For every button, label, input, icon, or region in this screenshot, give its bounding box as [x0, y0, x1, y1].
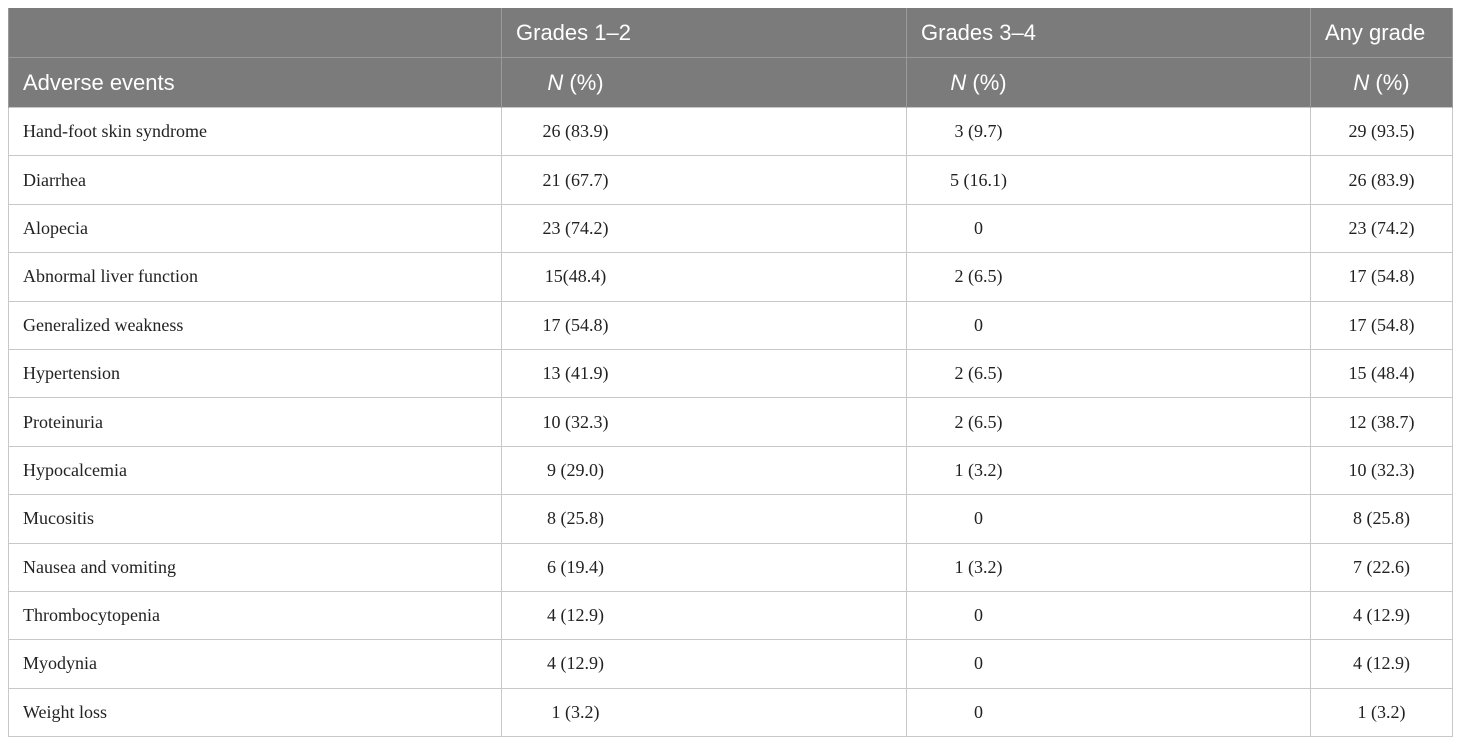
- table-header: Grades 1–2 Grades 3–4 Any grade Adverse …: [8, 8, 1453, 108]
- table-cell: 17 (54.8): [501, 300, 907, 350]
- unit-symbol: N: [950, 69, 967, 95]
- row-label: Hypertension: [8, 348, 502, 399]
- table-cell: 13 (41.9): [501, 348, 907, 399]
- table-cell: 6 (19.4): [501, 542, 907, 592]
- row-label: Proteinuria: [8, 397, 502, 447]
- row-label: Weight loss: [8, 687, 502, 738]
- header-row: Grades 1–2 Grades 3–4 Any grade: [8, 8, 1453, 58]
- table-cell: 29 (93.5): [1310, 106, 1453, 157]
- table-cell: 8 (25.8): [1310, 494, 1453, 544]
- row-label: Mucositis: [8, 494, 502, 544]
- table-cell: 1 (3.2): [906, 542, 1311, 592]
- row-label: Nausea and vomiting: [8, 542, 502, 592]
- table-cell: 2 (6.5): [906, 252, 1311, 302]
- table-row: Thrombocytopenia 4 (12.9) 0 4 (12.9): [8, 590, 1453, 641]
- row-label: Hand-foot skin syndrome: [8, 106, 502, 157]
- table-row: Nausea and vomiting 6 (19.4) 1 (3.2) 7 (22.…: [8, 542, 1453, 592]
- table-row: Mucositis 8 (25.8) 0 8 (25.8): [8, 494, 1453, 544]
- table-cell: 23 (74.2): [1310, 203, 1453, 254]
- table-cell: 5 (16.1): [906, 155, 1311, 205]
- table-cell: 17 (54.8): [1310, 252, 1453, 302]
- table-cell: 23 (74.2): [501, 203, 907, 254]
- table-cell: 15(48.4): [501, 252, 907, 302]
- unit-text: (%): [972, 69, 1007, 95]
- unit-text: (%): [1375, 69, 1410, 95]
- table-cell: 4 (12.9): [501, 639, 907, 689]
- table-cell: 10 (32.3): [501, 397, 907, 447]
- table-cell: 12 (38.7): [1310, 397, 1453, 447]
- table-cell: 4 (12.9): [501, 590, 907, 641]
- table-cell: 4 (12.9): [1310, 639, 1453, 689]
- row-label: Thrombocytopenia: [8, 590, 502, 641]
- table-row: Weight loss 1 (3.2) 0 1 (3.2): [8, 687, 1453, 738]
- table-cell: 0: [906, 203, 1311, 254]
- table-cell: 26 (83.9): [1310, 155, 1453, 205]
- row-label: Alopecia: [8, 203, 502, 254]
- row-label: Diarrhea: [8, 155, 502, 205]
- unit-symbol: N: [1353, 69, 1370, 95]
- unit-symbol: N: [547, 69, 564, 95]
- table-row: Proteinuria 10 (32.3) 2 (6.5) 12 (38.7): [8, 397, 1453, 447]
- table-cell: 1 (3.2): [501, 687, 907, 738]
- table-row: Alopecia 23 (74.2) 0 23 (74.2): [8, 203, 1453, 254]
- table-row: Abnormal liver function 15(48.4) 2 (6.5) 17…: [8, 252, 1453, 302]
- table-body: Hand-foot skin syndrome 26 (83.9) 3 (9.7) 2…: [8, 106, 1453, 738]
- table-cell: 26 (83.9): [501, 106, 907, 157]
- table-cell: 1 (3.2): [906, 445, 1311, 496]
- table-cell: 0: [906, 590, 1311, 641]
- header-cell: [8, 8, 502, 58]
- table-cell: 0: [906, 494, 1311, 544]
- table-cell: 0: [906, 639, 1311, 689]
- table-cell: 3 (9.7): [906, 106, 1311, 157]
- table-cell: 10 (32.3): [1310, 445, 1453, 496]
- table-row: Hypertension 13 (41.9) 2 (6.5) 15 (48.4): [8, 348, 1453, 399]
- header-cell: N (%): [906, 57, 1311, 108]
- table-row: Hypocalcemia 9 (29.0) 1 (3.2) 10 (32.3): [8, 445, 1453, 496]
- table-row: Myodynia 4 (12.9) 0 4 (12.9): [8, 639, 1453, 689]
- header-cell: N (%): [1310, 57, 1453, 108]
- header-cell: Adverse events: [8, 57, 502, 108]
- row-label: Hypocalcemia: [8, 445, 502, 496]
- table-row: Diarrhea 21 (67.7) 5 (16.1) 26 (83.9): [8, 155, 1453, 205]
- unit-text: (%): [569, 69, 604, 95]
- header-cell: N (%): [501, 57, 907, 108]
- table-cell: 7 (22.6): [1310, 542, 1453, 592]
- row-label: Myodynia: [8, 639, 502, 689]
- table-cell: 0: [906, 687, 1311, 738]
- table-cell: 17 (54.8): [1310, 300, 1453, 350]
- table-cell: 9 (29.0): [501, 445, 907, 496]
- table-cell: 21 (67.7): [501, 155, 907, 205]
- header-cell: Grades 1–2: [501, 8, 907, 58]
- table-cell: 8 (25.8): [501, 494, 907, 544]
- table-cell: 1 (3.2): [1310, 687, 1453, 738]
- table-row: Hand-foot skin syndrome 26 (83.9) 3 (9.7) 2…: [8, 106, 1453, 157]
- header-row: Adverse events N (%) N (%) N (%): [8, 57, 1453, 108]
- adverse-events-table: Grades 1–2 Grades 3–4 Any grade Adverse …: [8, 8, 1453, 738]
- table-row: Generalized weakness 17 (54.8) 0 17 (54.8): [8, 300, 1453, 350]
- header-cell: Grades 3–4: [906, 8, 1311, 58]
- table-cell: 15 (48.4): [1310, 348, 1453, 399]
- row-label: Generalized weakness: [8, 300, 502, 350]
- table-cell: 4 (12.9): [1310, 590, 1453, 641]
- table-cell: 0: [906, 300, 1311, 350]
- header-cell: Any grade: [1310, 8, 1453, 58]
- row-label: Abnormal liver function: [8, 252, 502, 302]
- table-cell: 2 (6.5): [906, 397, 1311, 447]
- table-cell: 2 (6.5): [906, 348, 1311, 399]
